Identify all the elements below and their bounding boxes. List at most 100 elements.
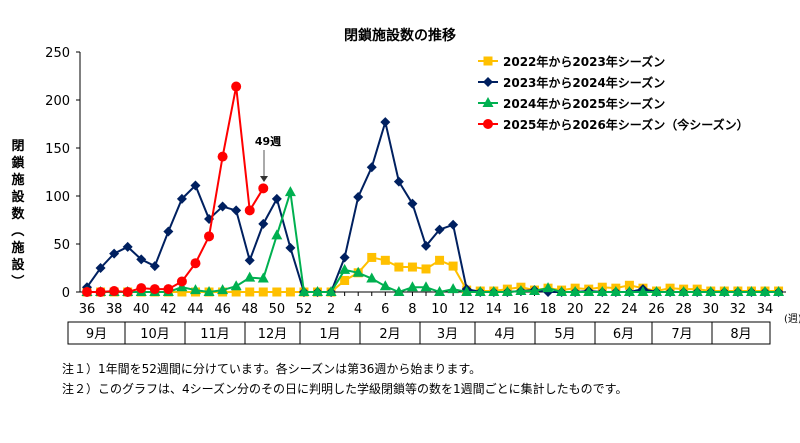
x-tick-label: 10 [431, 302, 448, 317]
data-point [203, 286, 215, 296]
data-point [623, 286, 635, 296]
data-point [163, 226, 174, 237]
data-point [624, 280, 634, 290]
x-tick-label: 22 [594, 302, 611, 317]
data-point [122, 287, 133, 297]
note-1: 注１）1年間を52週間に分けています。各シーズンは第36週から始まります。 [62, 362, 482, 376]
x-tick-label: 38 [106, 302, 123, 317]
data-point [95, 263, 106, 273]
y-tick-label: 200 [45, 94, 70, 109]
x-tick-label: 42 [160, 302, 177, 317]
data-point [230, 280, 242, 291]
data-point [528, 285, 540, 296]
data-point [217, 151, 228, 162]
data-point [339, 252, 350, 263]
x-tick-label: 20 [567, 302, 584, 317]
y-axis-label-char: 施 [11, 240, 24, 256]
month-label: 10月 [140, 327, 170, 342]
data-point [488, 286, 500, 296]
month-label: 1月 [319, 327, 340, 342]
legend-marker [483, 119, 493, 129]
data-point [136, 283, 147, 294]
annotation-49-week: 49週 [255, 134, 281, 148]
data-point [340, 275, 350, 285]
month-label: 3月 [437, 327, 458, 342]
note-2: 注２）このグラフは、4シーズン分のその日に判明した学級閉鎖等の数を1週間ごとに集… [62, 382, 628, 396]
data-point [190, 180, 201, 191]
data-point [691, 286, 703, 296]
data-point [542, 282, 554, 293]
data-point [379, 280, 391, 291]
series-line [87, 86, 265, 294]
data-point [149, 261, 160, 272]
series-line [87, 191, 779, 294]
series-line [86, 118, 779, 293]
legend: 2022年から2023年シーズン 2023年から2024年シーズン 2024年から2… [478, 54, 749, 132]
month-label: 5月 [554, 327, 575, 342]
legend-label: 2023年から2024年シーズン [503, 75, 665, 90]
series-3 [82, 81, 269, 297]
data-point [435, 255, 445, 265]
series-2 [81, 186, 785, 296]
x-tick-label: 18 [540, 302, 557, 317]
x-tick-label: 52 [296, 302, 313, 317]
data-point [109, 248, 120, 259]
month-row: 9月 10月 11月 12月 1月 2月 3月 4月 5月 6月 7月 8月 [67, 321, 771, 345]
data-point [257, 272, 269, 283]
data-point [773, 286, 785, 296]
data-point [353, 191, 364, 202]
data-point [461, 286, 473, 296]
data-point [245, 287, 255, 297]
data-point [759, 286, 771, 296]
data-point [176, 276, 187, 287]
data-point [271, 229, 283, 240]
data-point [651, 286, 663, 296]
y-axis-label-char: ） [9, 274, 25, 287]
x-tick-label: 26 [648, 302, 665, 317]
x-tick-label: 24 [621, 302, 638, 317]
data-point [231, 205, 242, 216]
data-point [231, 287, 241, 297]
data-point [448, 261, 458, 271]
data-point [406, 281, 418, 292]
x-tick-label: 30 [702, 302, 719, 317]
data-point [407, 262, 417, 272]
x-tick-label: 6 [381, 302, 389, 317]
data-point [258, 218, 269, 229]
y-tick-label: 0 [62, 286, 70, 301]
data-point [420, 281, 432, 292]
data-point [393, 176, 404, 187]
data-point [204, 231, 215, 242]
data-point [122, 241, 133, 252]
data-point [217, 284, 229, 295]
y-tick-label: 150 [45, 142, 70, 157]
x-tick-label: 44 [187, 302, 204, 317]
data-point [664, 286, 676, 296]
y-tick-label: 250 [45, 46, 70, 61]
month-label: 2月 [379, 327, 400, 342]
data-point [380, 255, 390, 265]
data-point [177, 287, 187, 297]
data-point [244, 271, 256, 282]
x-tick-label: 16 [513, 302, 530, 317]
data-point [284, 186, 296, 197]
y-axis-label-char: 設 [11, 189, 25, 205]
data-point [366, 162, 377, 173]
legend-label: 2025年から2026年シーズン（今シーズン） [503, 117, 749, 132]
x-tick-label: 46 [214, 302, 231, 317]
x-tick-label: 4 [354, 302, 362, 317]
data-point [244, 205, 255, 216]
data-point [474, 286, 486, 296]
x-tick-label: 28 [675, 302, 692, 317]
data-point [272, 287, 282, 297]
month-label: 7月 [671, 327, 692, 342]
x-tick-label: 8 [408, 302, 416, 317]
y-axis-label-char: 施 [11, 172, 24, 188]
data-point [325, 286, 337, 296]
data-point [163, 284, 174, 295]
y-axis-label-char: 設 [11, 257, 25, 273]
data-point [610, 286, 622, 296]
x-tick-label: 34 [757, 302, 774, 317]
data-point [434, 224, 445, 235]
